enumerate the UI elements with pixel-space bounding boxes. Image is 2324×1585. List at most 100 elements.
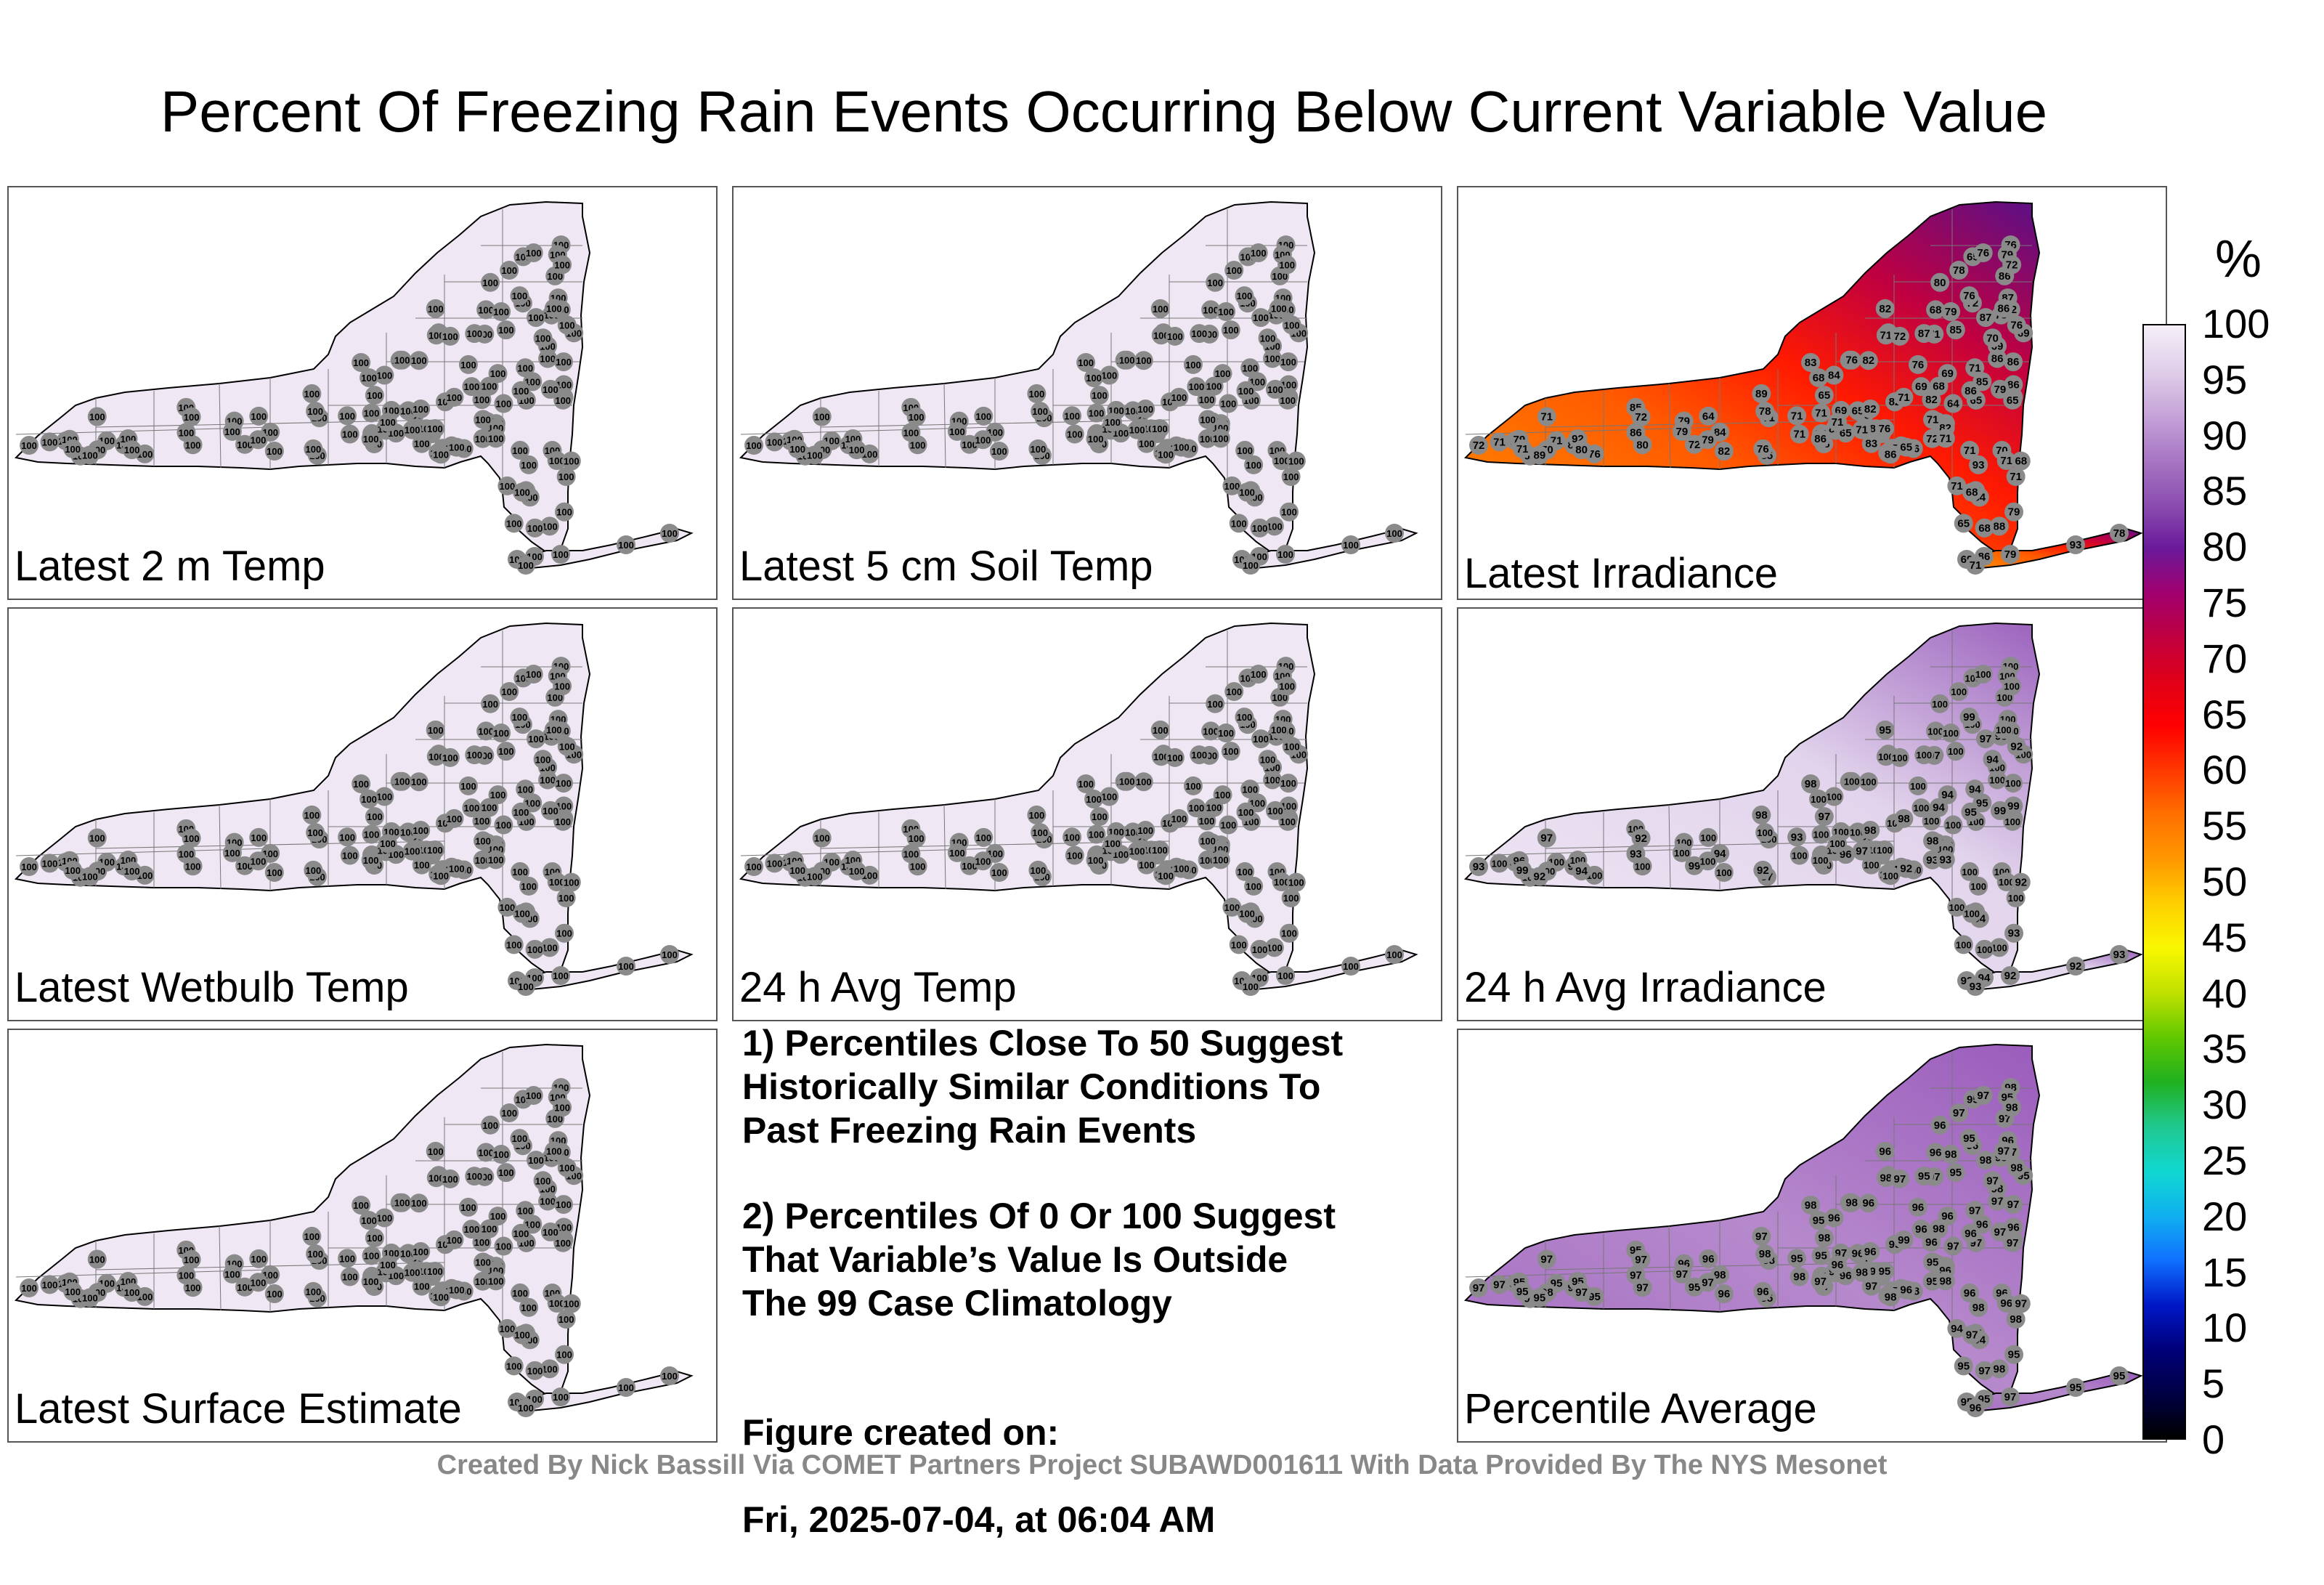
- station-dot: [1117, 771, 1137, 791]
- station-dot: [2001, 545, 2020, 564]
- station-dot: [1973, 243, 1993, 263]
- station-dot: [1084, 789, 1104, 808]
- station-dot: [2004, 1195, 2023, 1215]
- station-value: 100: [527, 944, 543, 955]
- station-marker: 99: [1959, 708, 1979, 727]
- station-marker: 72: [2002, 255, 2022, 275]
- station-dot: [500, 1103, 519, 1123]
- station-value: 100: [1386, 949, 1402, 960]
- station-value: 100: [501, 265, 517, 276]
- colorbar-tick-label: 0: [2202, 1416, 2225, 1462]
- station-value: 98: [1980, 1154, 1992, 1167]
- station-value: 100: [1283, 893, 1299, 904]
- station-marker: 100: [1031, 823, 1050, 843]
- station-marker: 71: [1965, 358, 1985, 378]
- station-value: 96: [2007, 1221, 2020, 1233]
- station-value: 92: [1900, 863, 1912, 875]
- station-marker: 95: [1923, 1252, 1943, 1272]
- station-value: 95: [1516, 1286, 1529, 1298]
- station-value: 100: [1962, 867, 1978, 877]
- station-dot: [1469, 436, 1489, 455]
- station-marker: 100: [744, 857, 764, 877]
- station-marker: 100: [1102, 834, 1122, 854]
- station-value: 100: [1237, 867, 1253, 877]
- station-marker: 100: [492, 1144, 511, 1164]
- station-value: 100: [1237, 712, 1253, 723]
- station-marker: 100: [1213, 785, 1232, 805]
- station-dot: [1930, 694, 1950, 713]
- station-dot: [2110, 945, 2129, 964]
- station-marker: 100: [1258, 328, 1277, 348]
- station-marker: 100: [788, 439, 808, 458]
- station-dot: [1156, 866, 1176, 885]
- station-marker: 100: [481, 694, 500, 713]
- station-value: 100: [490, 368, 506, 379]
- station-value: 100: [949, 426, 965, 437]
- station-value: 100: [555, 1238, 571, 1249]
- station-value: 100: [237, 439, 253, 450]
- station-marker: 95: [1946, 1163, 1965, 1183]
- station-value: 100: [411, 1198, 427, 1209]
- station-marker: 100: [361, 429, 381, 449]
- station-value: 94: [1986, 753, 1999, 766]
- station-marker: 100: [306, 823, 325, 843]
- station-value: 100: [1635, 861, 1651, 872]
- station-marker: 100: [338, 1249, 357, 1268]
- station-dot: [375, 787, 394, 806]
- station-marker: 100: [812, 407, 832, 426]
- station-marker: 100: [359, 789, 379, 808]
- station-value: 97: [1894, 1173, 1906, 1185]
- station-value: 100: [493, 307, 509, 317]
- station-value: 100: [618, 1382, 634, 1393]
- station-value: 100: [513, 386, 529, 397]
- station-value: 71: [1969, 362, 1981, 374]
- station-marker: 100: [1134, 351, 1153, 370]
- station-dot: [222, 843, 242, 862]
- station-marker: 100: [513, 904, 532, 923]
- state-outline: [1463, 200, 2041, 554]
- station-marker: 100: [511, 1283, 530, 1302]
- station-marker: 71: [1923, 410, 1943, 429]
- station-value: 100: [1199, 394, 1215, 405]
- station-dot: [1529, 1288, 1549, 1308]
- station-dot: [1946, 1163, 1965, 1183]
- station-marker: 100: [1238, 904, 1257, 923]
- station-marker: 86: [1626, 423, 1646, 442]
- station-dot: [2006, 467, 2026, 487]
- station-dot: [1876, 1168, 1896, 1188]
- station-value: 100: [184, 412, 200, 423]
- station-marker: 96: [1753, 1281, 1773, 1301]
- station-marker: 100: [989, 863, 1009, 883]
- station-dot: [412, 855, 431, 875]
- station-value: 100: [1910, 781, 1926, 792]
- station-dot: [249, 1249, 269, 1268]
- station-value: 72: [1926, 433, 1938, 445]
- station-value: 100: [512, 445, 528, 456]
- station-dot: [80, 445, 99, 465]
- station-value: 100: [428, 330, 444, 341]
- station-dot: [1858, 772, 1878, 792]
- station-dot: [1994, 299, 2013, 318]
- station-dot: [1031, 823, 1050, 843]
- station-value: 100: [2008, 893, 2024, 904]
- station-value: 100: [1213, 433, 1229, 444]
- station-dot: [474, 410, 493, 429]
- station-value: 100: [475, 855, 491, 866]
- station-dot: [1198, 410, 1218, 429]
- station-marker: 100: [497, 1318, 517, 1338]
- station-value: 96: [2000, 1297, 2012, 1310]
- station-marker: 80: [1930, 272, 1950, 292]
- station-marker: 95: [2066, 1378, 2085, 1397]
- station-dot: [1965, 1201, 1985, 1220]
- station-marker: 100: [425, 1261, 444, 1281]
- created-label: Figure created on:: [742, 1412, 1060, 1453]
- station-marker: 100: [1272, 451, 1291, 471]
- station-value: 96: [1757, 1286, 1769, 1298]
- station-value: 100: [1215, 368, 1231, 379]
- station-marker: 100: [557, 1158, 577, 1177]
- colorbar: [2142, 324, 2186, 1440]
- station-value: 100: [89, 1254, 105, 1265]
- station-dot: [1824, 365, 1844, 385]
- station-marker: 100: [473, 850, 492, 869]
- station-value: 100: [237, 861, 253, 872]
